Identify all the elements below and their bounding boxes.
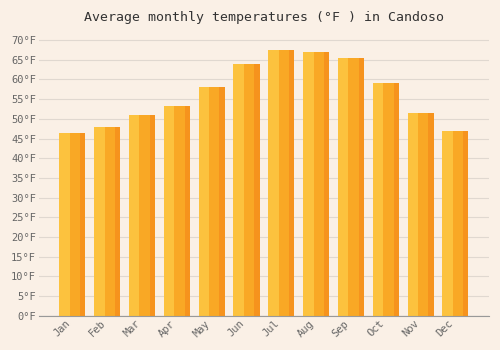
Bar (442, 131, 468, 316)
Bar (463, 131, 468, 316)
Bar (198, 88, 209, 316)
Bar (303, 52, 314, 316)
Bar (268, 50, 294, 316)
Bar (80, 133, 86, 316)
Bar (198, 88, 224, 316)
Bar (129, 115, 155, 316)
Bar (408, 113, 418, 316)
Bar (220, 88, 224, 316)
Bar (428, 113, 434, 316)
Bar (60, 133, 70, 316)
Bar (164, 106, 174, 316)
Bar (254, 64, 260, 316)
Bar (150, 115, 155, 316)
Bar (372, 83, 383, 316)
Bar (60, 133, 86, 316)
Bar (338, 58, 364, 316)
Bar (115, 127, 120, 316)
Bar (338, 58, 348, 316)
Bar (303, 52, 329, 316)
Bar (164, 106, 190, 316)
Bar (234, 64, 244, 316)
Title: Average monthly temperatures (°F ) in Candoso: Average monthly temperatures (°F ) in Ca… (84, 11, 444, 24)
Bar (184, 106, 190, 316)
Bar (129, 115, 140, 316)
Bar (289, 50, 294, 316)
Bar (234, 64, 260, 316)
Bar (324, 52, 329, 316)
Bar (268, 50, 278, 316)
Bar (394, 83, 399, 316)
Bar (372, 83, 399, 316)
Bar (94, 127, 120, 316)
Bar (94, 127, 104, 316)
Bar (408, 113, 434, 316)
Bar (442, 131, 453, 316)
Bar (359, 58, 364, 316)
